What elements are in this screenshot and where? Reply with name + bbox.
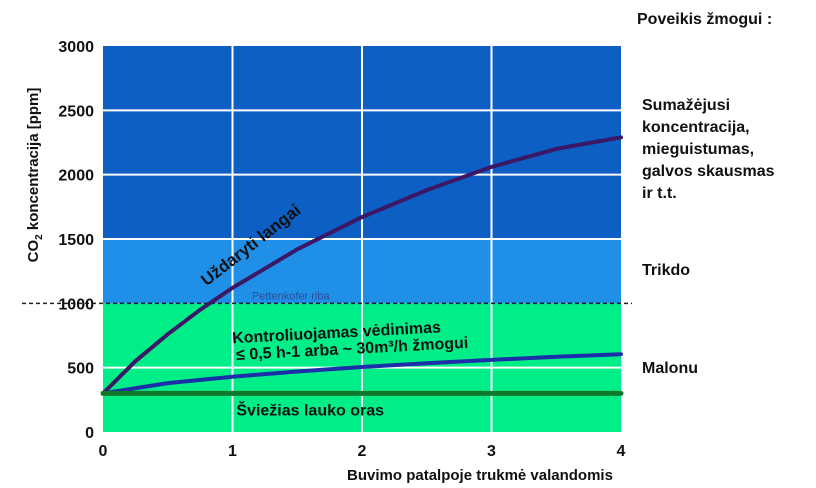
x-tick-labels: 0 1 2 3 4 bbox=[99, 443, 626, 460]
effect-high-line3: mieguistumas, bbox=[642, 141, 754, 158]
x-tick-1: 1 bbox=[228, 443, 237, 460]
x-tick-3: 3 bbox=[487, 443, 496, 460]
effect-high-line5: ir t.t. bbox=[642, 185, 677, 202]
series-line-1 bbox=[101, 352, 623, 396]
effect-low: Malonu bbox=[642, 360, 698, 377]
y-tick-2000: 2000 bbox=[58, 168, 94, 185]
x-axis-label: Buvimo patalpoje trukmė valandomis bbox=[347, 467, 613, 484]
pettenkofer-label: Pettenkofer riba bbox=[252, 290, 331, 302]
x-tick-4: 4 bbox=[617, 443, 626, 460]
y-tick-0: 0 bbox=[85, 425, 94, 442]
x-tick-2: 2 bbox=[358, 443, 367, 460]
effect-high-line4: galvos skausmas bbox=[642, 163, 775, 180]
series-label-fresh-air: Šviežias lauko oras bbox=[236, 400, 384, 419]
y-tick-3000: 3000 bbox=[58, 39, 94, 56]
effect-high-line1: Sumažėjusi bbox=[642, 97, 730, 114]
y-tick-1000: 1000 bbox=[58, 296, 94, 313]
effect-heading: Poveikis žmogui : bbox=[637, 11, 772, 28]
y-tick-2500: 2500 bbox=[58, 103, 94, 120]
effect-high-line2: koncentracija, bbox=[642, 119, 750, 136]
effect-mid: Trikdo bbox=[642, 262, 690, 279]
y-tick-1500: 1500 bbox=[58, 232, 94, 249]
y-axis-label: CO2 koncentracija [ppm] bbox=[25, 88, 45, 263]
y-tick-500: 500 bbox=[67, 361, 94, 378]
series-line-0 bbox=[101, 135, 623, 396]
x-tick-0: 0 bbox=[99, 443, 108, 460]
series-lines bbox=[100, 135, 624, 396]
y-tick-labels: 0 500 1000 1500 2000 2500 3000 bbox=[58, 39, 94, 442]
